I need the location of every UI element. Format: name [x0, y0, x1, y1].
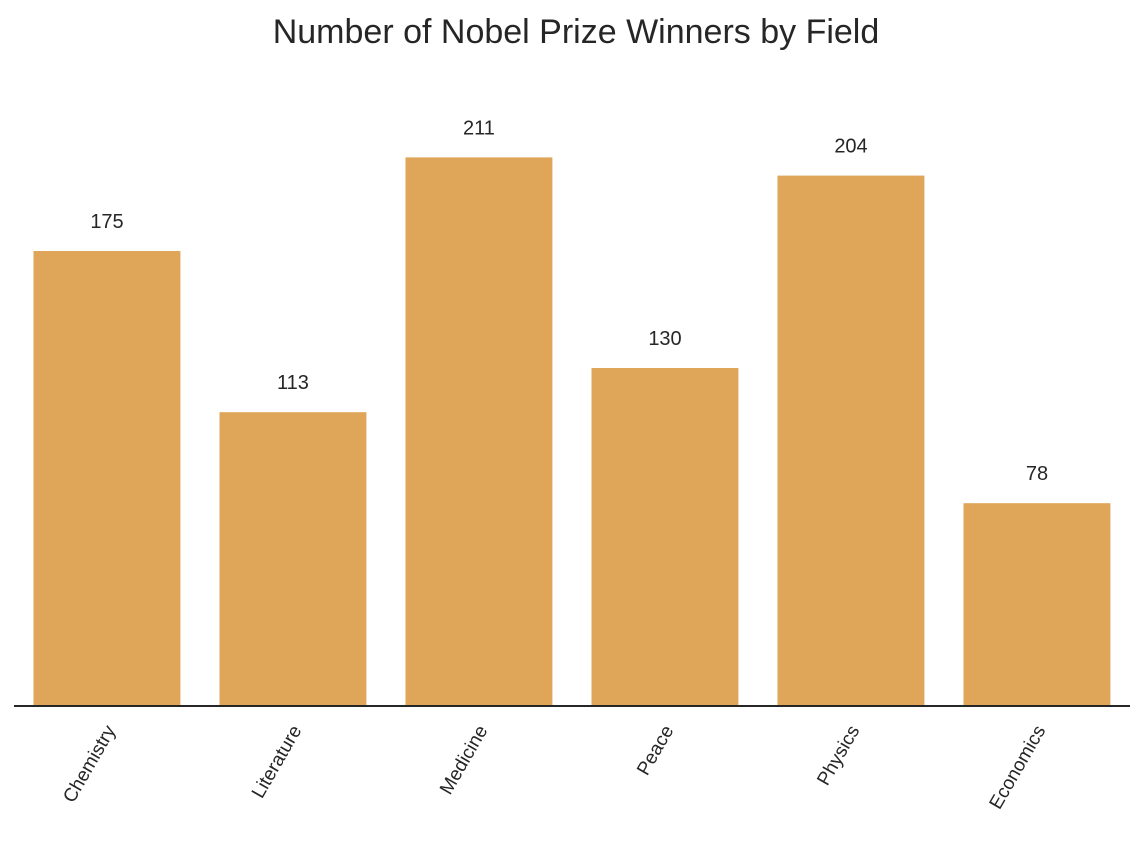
x-tick-label-physics: Physics: [813, 722, 864, 789]
chart-title: Number of Nobel Prize Winners by Field: [273, 13, 880, 51]
value-labels-group: 175 113 211 130 204 78: [90, 117, 1048, 485]
bar-chemistry: [33, 251, 181, 706]
value-label-medicine: 211: [463, 117, 495, 139]
value-label-economics: 78: [1026, 463, 1048, 485]
x-tick-label-literature: Literature: [248, 722, 306, 802]
x-tick-label-chemistry: Chemistry: [59, 722, 120, 807]
bars-group: [33, 157, 1111, 707]
value-label-peace: 130: [648, 328, 681, 350]
bar-economics: [963, 503, 1111, 706]
value-label-chemistry: 175: [90, 211, 123, 233]
x-tick-labels-group: Chemistry Literature Medicine Peace Physics E…: [59, 722, 1050, 813]
x-tick-label-economics: Economics: [986, 722, 1051, 813]
bar-physics: [777, 175, 925, 707]
value-label-physics: 204: [834, 136, 867, 158]
bar-peace: [591, 368, 739, 706]
value-label-literature: 113: [277, 372, 309, 394]
x-tick-label-medicine: Medicine: [436, 722, 492, 798]
bar-medicine: [405, 157, 553, 706]
bar-literature: [219, 412, 367, 706]
x-tick-label-peace: Peace: [633, 722, 678, 779]
